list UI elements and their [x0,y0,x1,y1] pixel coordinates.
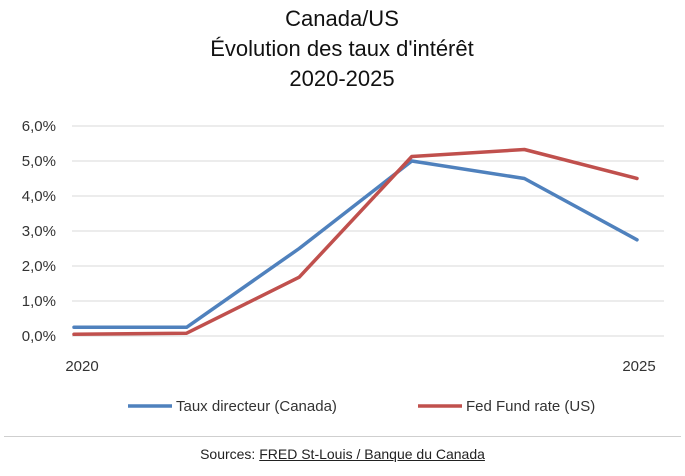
y-tick-label: 6,0% [22,118,56,135]
chart: Canada/US Évolution des taux d'intérêt 202… [22,6,664,415]
y-tick-label: 4,0% [22,188,56,205]
x-tick-label: 2020 [65,358,98,375]
x-tick-label: 2025 [622,358,655,375]
y-tick-label: 5,0% [22,153,56,170]
source-link[interactable]: FRED St-Louis / Banque du Canada [259,446,485,462]
legend: Taux directeur (Canada) Fed Fund rate (US… [128,398,595,415]
chart-title-line-1: Canada/US [285,6,399,31]
source-divider [4,436,681,437]
series-line-us [72,147,639,337]
chart-title: Canada/US Évolution des taux d'intérêt 202… [210,6,473,91]
series-lines [72,147,639,337]
legend-label: Fed Fund rate (US) [466,398,595,415]
chart-title-line-3: 2020-2025 [289,66,394,91]
series-line-canada [72,159,639,330]
legend-label: Taux directeur (Canada) [176,398,337,415]
gridlines [72,125,664,337]
x-axis-ticks: 2020 2025 [65,358,655,375]
y-tick-label: 3,0% [22,223,56,240]
y-axis-ticks: 0,0% 1,0% 2,0% 3,0% 4,0% 5,0% 6,0% [22,118,56,345]
source-note: Sources: FRED St-Louis / Banque du Canad… [0,446,685,462]
y-tick-label: 2,0% [22,258,56,275]
y-tick-label: 1,0% [22,293,56,310]
chart-title-line-2: Évolution des taux d'intérêt [210,36,473,61]
source-prefix: Sources: [200,446,260,462]
y-tick-label: 0,0% [22,328,56,345]
